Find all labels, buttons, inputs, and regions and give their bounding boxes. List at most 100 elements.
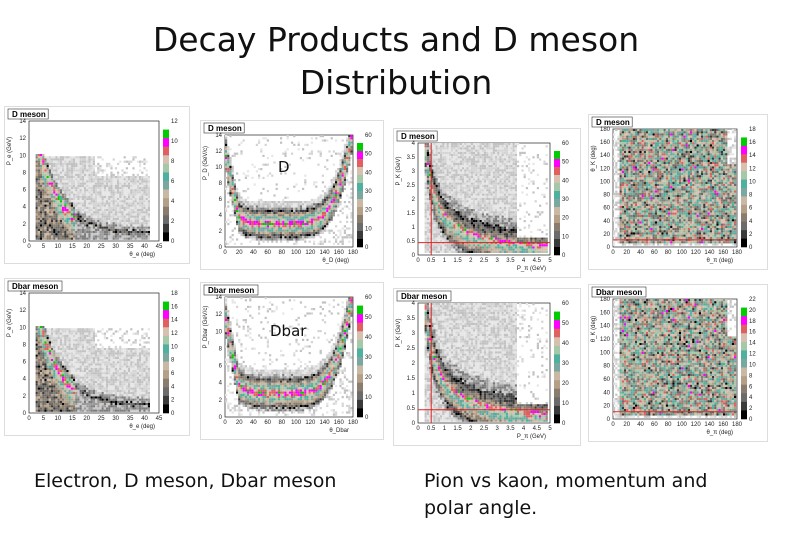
y-tick-label: 2 [219,398,223,404]
color-scale-segment [741,307,747,317]
color-scale-label: 10 [365,395,372,401]
color-scale-segment [554,159,560,168]
color-scale-segment [163,370,169,380]
x-tick-label: 180 [732,422,743,428]
y-axis-label: P_K (GeV) [396,156,402,185]
x-tick-label: 30 [112,244,119,250]
panel-title: D meson [208,124,242,133]
x-tick-label: 160 [718,250,729,256]
y-tick-label: 14 [19,291,26,297]
color-scale-segment [554,345,560,355]
y-tick-label: 0.5 [407,239,416,245]
x-tick-label: 20 [623,250,630,256]
y-tick-label: 60 [603,206,610,212]
color-scale-segment [741,221,747,231]
plot-pion-kaon-angle-d: D meson 180 160 140 120 100 80 60 40 20 0 0 20 40 60 80… [588,114,768,270]
y-tick-label: 1.5 [407,376,416,382]
panel-title: D meson [401,132,435,141]
panel-title: Dbar meson [596,288,642,297]
color-scale-segment [163,215,169,225]
color-scale-segment [357,297,363,306]
y-tick-label: 140 [600,324,611,330]
slide-title: Decay Products and D meson Distribution [0,18,792,104]
color-scale-segment [163,155,169,165]
y-tick-label: 14 [19,119,26,125]
color-scale-label: 20 [365,375,372,381]
x-tick-label: 60 [264,250,271,256]
y-axis-label: θ_K (deg) [591,145,597,171]
color-scale-segment [554,223,560,232]
color-scale-segment [163,198,169,208]
color-scale-label: 30 [365,355,372,361]
slide-title-line2: Distribution [299,63,493,102]
x-tick-label: 100 [677,250,688,256]
y-tick-label: 4 [23,377,27,383]
x-axis-label: θ_e (deg) [129,424,155,430]
y-tick-label: 3.5 [407,316,416,322]
x-tick-label: 0.5 [427,426,436,432]
color-scale-segment [554,405,560,415]
color-scale-segment [741,179,747,189]
y-tick-label: 3.5 [407,155,416,161]
color-scale-label: 0 [562,253,566,259]
x-axis-label: θ_D (deg) [322,258,349,264]
color-scale-segment [554,191,560,200]
color-scale-segment [554,388,560,398]
color-scale-segment [357,135,363,144]
color-scale-label: 4 [749,395,753,401]
color-scale-segment [357,151,363,160]
x-tick-label: 40 [250,420,257,426]
panel-title: D meson [596,118,630,127]
color-scale-segment [357,167,363,176]
caption-left: Electron, D meson, Dbar meson [34,470,337,492]
x-tick-label: 140 [704,250,715,256]
color-scale-label: 2 [749,406,753,412]
color-scale-segment [741,367,747,377]
x-tick-label: 160 [718,422,729,428]
color-scale-segment [554,311,560,321]
y-tick-label: 40 [603,219,610,225]
color-scale-segment [741,316,747,326]
y-tick-label: 60 [603,377,610,383]
x-tick-label: 25 [98,244,105,250]
color-scale-segment [357,305,363,315]
panel-title: Dbar meson [208,286,254,295]
y-tick-label: 180 [600,297,611,303]
y-tick-label: 0 [412,253,416,259]
color-scale-segment [163,206,169,216]
plot-pion-kaon-momentum-dbar: Dbar meson 4 3.5 3 2.5 2 1.5 1 0.5 0 0 0.5 1 1.5 2 2.5 3… [393,288,581,446]
plot-electron-dbar: Dbar meson 14 12 10 8 6 4 2 0 0 5 10 15 20 25 30 35 40 45 P… [4,278,190,436]
y-tick-label: 0 [607,245,611,251]
color-scale-label: 12 [749,166,756,172]
y-tick-label: 10 [19,325,26,331]
color-scale-label: 50 [562,321,569,327]
x-tick-label: 5 [42,416,46,422]
x-tick-label: 120 [305,420,316,426]
panel-title: D meson [12,110,46,119]
color-scale-label: 30 [562,361,569,367]
color-scale-label: 8 [749,373,753,379]
color-scale-segment [554,303,560,312]
color-scale-label: 60 [365,295,372,301]
color-scale-label: 0 [749,417,753,423]
color-scale-segment [554,151,560,160]
color-scale-label: 10 [171,139,178,145]
y-tick-label: 3 [412,331,416,337]
color-scale-segment [357,159,363,168]
y-tick-label: 160 [600,310,611,316]
color-scale-segment [741,213,747,223]
color-scale-label: 16 [171,304,178,310]
y-tick-label: 1.5 [407,211,416,217]
x-tick-label: 0.5 [427,258,436,264]
color-scale-label: 0 [171,411,175,417]
color-scale-label: 0 [171,239,175,245]
x-tick-label: 15 [69,416,76,422]
y-tick-label: 0 [412,421,416,427]
y-tick-label: 8 [23,342,27,348]
y-tick-label: 0 [23,411,27,417]
color-scale-segment [357,322,363,332]
color-scale-label: 50 [562,160,569,166]
color-scale-label: 4 [171,384,175,390]
color-scale-segment [554,328,560,338]
x-tick-label: 0 [416,258,420,264]
